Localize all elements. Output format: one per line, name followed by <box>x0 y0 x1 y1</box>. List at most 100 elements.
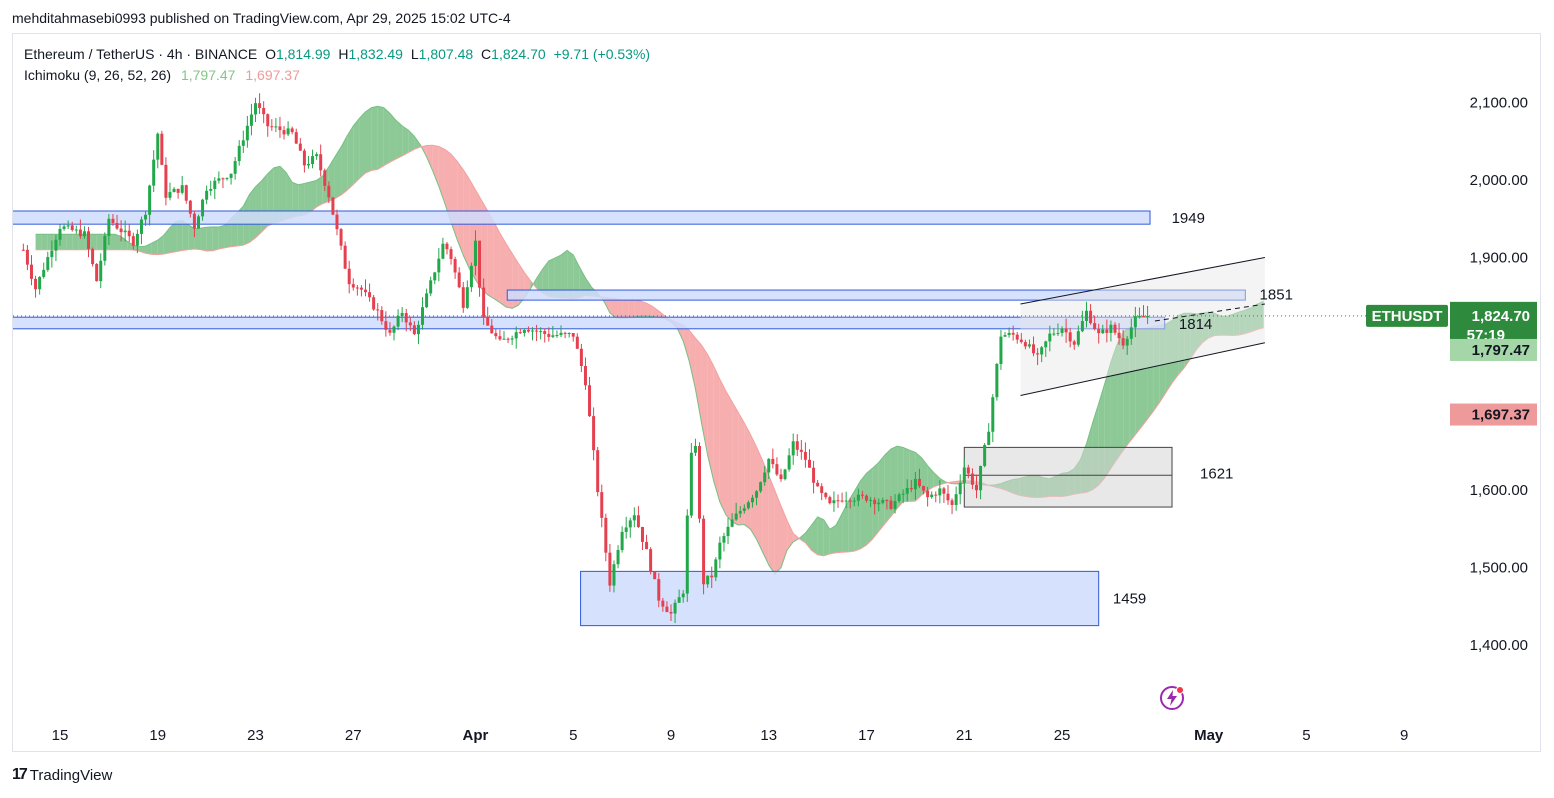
ichimoku-cloud-segment <box>689 330 696 390</box>
ichimoku-cloud-segment <box>1178 313 1185 375</box>
candle-body <box>1117 332 1121 339</box>
candle-body <box>1032 344 1036 354</box>
ichimoku-cloud-segment <box>389 113 397 163</box>
chart-pane[interactable] <box>12 33 1541 752</box>
indicator-name[interactable]: Ichimoku (9, 26, 52, 26) <box>24 67 172 83</box>
candle-body <box>274 126 278 128</box>
ichimoku-cloud-segment <box>848 491 855 552</box>
ichimoku-cloud-segment <box>347 125 354 191</box>
candle-body <box>364 289 367 293</box>
candle-body <box>266 114 270 127</box>
ichimoku-cloud-segment <box>554 255 562 298</box>
ichimoku-cloud-segment <box>273 166 280 224</box>
x-axis-tick-label: 13 <box>760 727 777 744</box>
candle-body <box>315 154 319 157</box>
ichimoku-cloud-segment <box>1245 307 1252 334</box>
candle-body <box>359 287 363 290</box>
candle-body <box>233 161 237 174</box>
y-axis-tick-label: 1,900.00 <box>1470 250 1528 267</box>
candle-body <box>38 276 42 290</box>
ichimoku-cloud-segment <box>41 234 48 250</box>
candle-body <box>1052 333 1056 335</box>
candle-body <box>176 188 180 193</box>
ichimoku-cloud-segment <box>713 366 720 503</box>
ichimoku-cloud-segment <box>933 472 940 487</box>
candle-body <box>869 499 873 501</box>
candle-body <box>571 333 575 337</box>
ichimoku-cloud-segment <box>707 354 714 482</box>
candle-body <box>95 264 99 282</box>
span-a-price-label: 1,797.47 <box>1472 342 1530 359</box>
candle-body <box>1113 324 1117 333</box>
candle-body <box>282 130 286 135</box>
ichimoku-cloud-segment <box>732 401 739 525</box>
flash-icon[interactable] <box>1158 684 1186 712</box>
ichimoku-cloud-segment <box>829 525 836 554</box>
ichimoku-cloud-segment <box>72 234 79 250</box>
ichimoku-cloud-segment <box>127 241 134 250</box>
candle-body <box>396 315 400 327</box>
candle-body <box>543 331 547 334</box>
footer-brand[interactable]: 17 TradingView <box>12 766 112 784</box>
candle-body <box>746 502 750 509</box>
candle-body <box>600 492 604 518</box>
ichimoku-cloud-segment <box>35 234 42 250</box>
candle-body <box>783 469 787 480</box>
candle-body <box>1080 320 1084 332</box>
ichimoku-cloud-segment <box>1196 313 1203 350</box>
candle-body <box>119 228 123 233</box>
candle-body <box>327 185 331 198</box>
ichimoku-cloud-segment <box>536 268 543 294</box>
candle-body <box>506 338 510 340</box>
candle-body <box>1146 315 1150 317</box>
ichimoku-cloud-segment <box>47 234 54 250</box>
candle-body <box>979 465 983 491</box>
symbol-description[interactable]: Ethereum / TetherUS · 4h · BINANCE <box>24 46 258 62</box>
candle-body <box>563 332 567 334</box>
candle-body <box>66 225 70 227</box>
zone-price-label: 1814 <box>1179 316 1212 333</box>
candle-body <box>860 494 864 496</box>
candle-body <box>1019 339 1023 343</box>
ichimoku-cloud-segment <box>365 107 372 174</box>
support-resistance-zone <box>13 316 1166 330</box>
open-label: O <box>265 46 276 62</box>
ichimoku-cloud-segment <box>493 221 500 303</box>
candle-body <box>820 486 824 493</box>
candle-body <box>331 197 335 215</box>
candle-body <box>795 441 799 450</box>
ichimoku-cloud-segment <box>200 227 207 252</box>
ichimoku-cloud-segment <box>310 180 317 212</box>
ichimoku-cloud-segment <box>542 260 549 297</box>
candle-body <box>799 449 803 452</box>
candle-body <box>824 492 828 498</box>
candle-body <box>270 126 274 128</box>
x-axis-tick-label: 21 <box>956 727 973 744</box>
candle-body <box>946 493 950 501</box>
candle-body <box>87 231 91 249</box>
candle-body <box>388 329 392 333</box>
candle-body <box>180 185 184 193</box>
candle-body <box>107 218 111 236</box>
candle-body <box>942 488 946 494</box>
candle-body <box>893 501 897 509</box>
ichimoku-cloud-segment <box>756 446 763 553</box>
candle-body <box>934 494 938 496</box>
candle-body <box>592 416 596 451</box>
ichimoku-cloud-segment <box>359 111 366 179</box>
candle-body <box>311 156 315 164</box>
ichimoku-cloud-segment <box>683 325 690 362</box>
chart-legend: Ethereum / TetherUS · 4h · BINANCE O1,81… <box>24 44 650 86</box>
ichimoku-cloud-segment <box>163 227 170 255</box>
ichimoku-cloud-segment <box>145 243 152 255</box>
candle-body <box>400 313 404 316</box>
candle-body <box>339 229 343 246</box>
candle-body <box>917 478 921 487</box>
ichimoku-cloud-segment <box>744 422 751 530</box>
candle-body <box>526 330 530 332</box>
ichimoku-cloud-segment <box>921 457 928 496</box>
candle-body <box>840 500 844 502</box>
candle-body <box>457 272 461 288</box>
candle-body <box>412 325 416 335</box>
